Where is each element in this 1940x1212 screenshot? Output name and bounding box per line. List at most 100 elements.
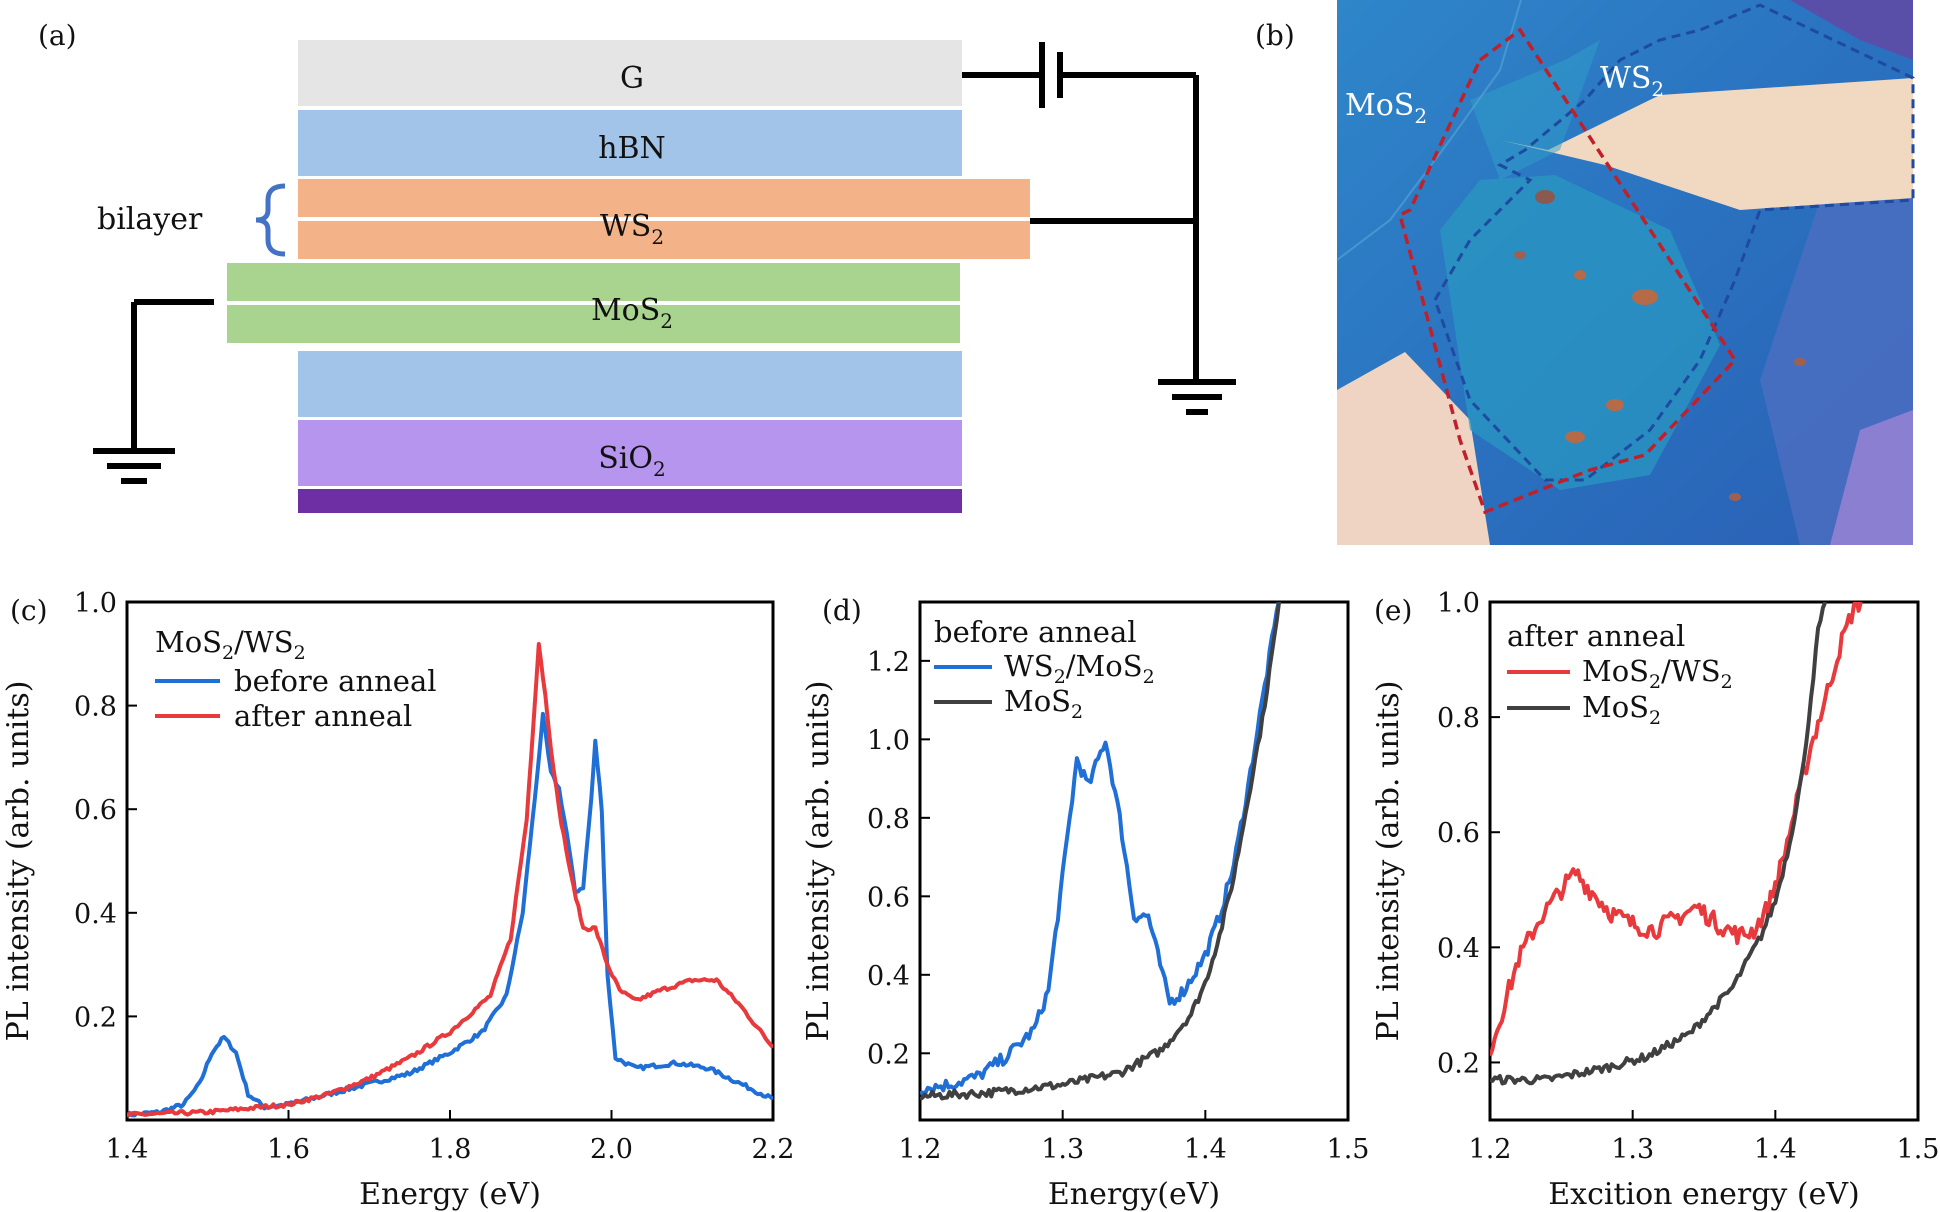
ws2-outline-dashed [1433,3,1915,482]
legend-label-after-anneal: after anneal [234,699,412,733]
micrograph-spot [1729,493,1741,501]
panel-e-chart: (e) 1.2 1.3 1.4 1.5 0.2 0.4 0.6 0.8 1.0 Excition… [1371,588,1939,1212]
ticks-d: 1.2 1.3 1.4 1.5 0.2 0.4 0.6 0.8 1.0 1.2 [867,647,1369,1165]
x-tick-label: 1.4 [1184,1134,1227,1165]
micrograph-label-ws2: WS2 [1600,61,1664,101]
x-tick-label: 1.4 [106,1134,149,1165]
layer-ws2-bottom [298,221,1030,259]
micrograph-spot [1565,431,1585,443]
x-tick-label: 1.8 [429,1134,472,1165]
legend-label-before-anneal: before anneal [234,664,437,698]
series-line-before-anneal [127,711,773,1118]
x-axis-label-d: Energy(eV) [1048,1177,1220,1212]
y-axis-label-d: PL intensity (arb. units) [801,681,836,1042]
layer-label-mos2: MoS2 [591,293,673,333]
micrograph-spot [1794,358,1806,366]
layer-ws2-top [298,179,1030,217]
y-tick-label: 1.0 [867,725,910,756]
y-axis-label-c: PL intensity (arb. units) [1,681,36,1042]
layer-label-hbn: hBN [598,131,666,166]
x-tick-label: 1.5 [1327,1134,1370,1165]
y-tick-label: 0.4 [74,899,117,930]
micrograph-heterostructure [1440,175,1720,490]
micrograph-corner-top [1790,0,1913,60]
y-tick-label: 0.6 [867,882,910,913]
series-line-mos2-e [1490,602,1828,1086]
micrograph-spot [1606,399,1624,411]
micrograph-spot [1514,251,1526,259]
x-tick-label: 1.2 [899,1134,942,1165]
layer-label-sio2: SiO2 [598,441,665,481]
micrograph-ws2-flake [1500,78,1913,210]
micrograph-spot [1535,190,1555,204]
layer-sio2 [298,420,962,486]
panel-label-a: (a) [38,19,77,52]
bilayer-label: bilayer [97,202,203,237]
ground-circuit [93,299,214,484]
panel-label-b: (b) [1255,19,1295,52]
y-axis-label-e: PL intensity (arb. units) [1371,681,1406,1042]
x-tick-label: 1.2 [1469,1134,1512,1165]
y-tick-label: 1.0 [1437,588,1480,619]
bilayer-brace [255,183,286,257]
x-tick-label: 2.2 [752,1134,795,1165]
y-tick-label: 0.2 [1437,1048,1480,1079]
micrograph-corner-bottom [1830,410,1913,545]
plot-frame-d [918,600,1350,1122]
panel-d-chart: (d) 1.2 1.3 1.4 1.5 0.2 0.4 0.6 0.8 1.0 1.2 Energ… [801,594,1369,1212]
series-line-after-anneal [127,642,773,1117]
ticks-c: 1.4 1.6 1.8 2.0 2.2 0.2 0.4 0.6 0.8 1.0 [74,588,794,1165]
legend-title-c: MoS2/WS2 [155,625,306,664]
layer-mos2-top [227,263,960,301]
y-tick-label: 0.8 [74,692,117,723]
layer-hbn-top [298,110,962,176]
y-tick-label: 0.4 [867,961,910,992]
x-tick-label: 1.3 [1611,1134,1654,1165]
y-tick-label: 0.2 [867,1039,910,1070]
panel-a-schematic: (a) G hBN WS2 MoS2 SiO2 bilayer [38,19,1236,513]
layer-si-substrate [298,489,962,513]
micrograph-spot [1574,270,1586,280]
legend-label-ws2-mos2: WS2/MoS2 [1004,649,1155,688]
x-tick-label: 1.3 [1041,1134,1084,1165]
micrograph-edge [1336,0,1522,261]
legend-title-e: after anneal [1507,619,1685,653]
panel-b-micrograph: (b) MoS2 WS2 [1255,0,1915,545]
micrograph-mos2-region [1470,40,1600,180]
layer-label-g: G [620,61,644,96]
y-tick-label: 0.8 [867,804,910,835]
x-axis-label-c: Energy (eV) [359,1177,541,1212]
series-line-mos2 [920,602,1282,1101]
panel-c-chart: (c) 1.4 1.6 1.8 2.0 2.2 0.2 0.4 0.6 0.8 1.0 Energ… [1,588,794,1212]
y-tick-label: 0.2 [74,1002,117,1033]
legend-label-mos2-d: MoS2 [1004,684,1083,723]
layer-hbn-bottom [298,351,962,417]
y-tick-label: 1.2 [867,647,910,678]
legend-label-mos2-ws2: MoS2/WS2 [1582,654,1733,693]
gate-circuit [962,42,1236,415]
layer-mos2-bottom [227,305,960,343]
y-tick-label: 0.8 [1437,703,1480,734]
micrograph-spot [1632,289,1658,305]
plot-frame-c [125,600,775,1122]
micrograph-label-mos2: MoS2 [1345,88,1427,128]
y-tick-label: 1.0 [74,588,117,619]
micrograph-bright-flake [1337,352,1490,545]
panel-label-e: (e) [1374,594,1412,627]
x-tick-label: 1.5 [1897,1134,1940,1165]
y-tick-label: 0.4 [1437,933,1480,964]
legend-label-mos2-e: MoS2 [1582,690,1661,729]
ticks-e: 1.2 1.3 1.4 1.5 0.2 0.4 0.6 0.8 1.0 [1437,588,1939,1165]
x-tick-label: 2.0 [590,1134,633,1165]
x-axis-label-e: Excition energy (eV) [1548,1177,1859,1212]
layer-graphite [298,40,962,106]
legend-title-d: before anneal [934,615,1137,649]
panel-label-c: (c) [10,594,48,627]
series-line-ws2-mos2 [920,602,1281,1096]
layer-label-ws2: WS2 [600,209,664,249]
plot-frame-e [1488,600,1920,1122]
x-tick-label: 1.6 [267,1134,310,1165]
x-tick-label: 1.4 [1754,1134,1797,1165]
y-tick-label: 0.6 [1437,818,1480,849]
